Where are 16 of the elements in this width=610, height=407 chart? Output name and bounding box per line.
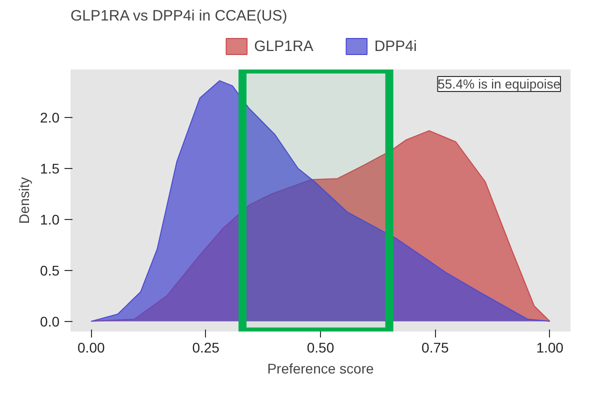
legend-label: DPP4i — [374, 38, 417, 54]
x-tick-label: 0.00 — [78, 340, 105, 356]
x-axis-title: Preference score — [267, 360, 374, 376]
x-tick-label: 0.50 — [306, 340, 334, 356]
y-axis-title: Density — [16, 177, 32, 224]
y-tick-label: 1.0 — [40, 211, 60, 228]
y-tick-label: 2.0 — [40, 109, 60, 126]
x-tick-label: 1.00 — [536, 340, 564, 356]
x-tick-label: 0.25 — [192, 340, 220, 356]
chart-title: GLP1RA vs DPP4i in CCAE(US) — [70, 8, 288, 24]
y-tick-label: 0.5 — [40, 262, 60, 278]
annotation: 55.4% is in equipoise — [438, 76, 560, 92]
y-tick-label: 1.5 — [40, 160, 60, 176]
y-tick-label: 0.0 — [40, 313, 60, 330]
x-tick-label: 0.75 — [422, 340, 450, 356]
legend-label: GLP1RA — [254, 38, 314, 54]
